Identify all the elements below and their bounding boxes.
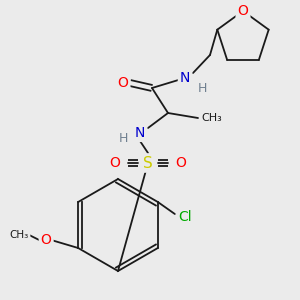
Text: O: O	[41, 233, 52, 247]
Text: N: N	[180, 71, 190, 85]
Text: CH₃: CH₃	[10, 230, 29, 240]
Text: O: O	[176, 156, 186, 170]
Text: CH₃: CH₃	[202, 113, 222, 123]
Text: N: N	[135, 126, 145, 140]
Text: S: S	[143, 155, 153, 170]
Text: O: O	[110, 156, 120, 170]
Text: O: O	[118, 76, 128, 90]
Text: H: H	[118, 131, 128, 145]
Text: H: H	[197, 82, 207, 94]
Text: Cl: Cl	[178, 210, 192, 224]
Text: O: O	[238, 4, 248, 18]
